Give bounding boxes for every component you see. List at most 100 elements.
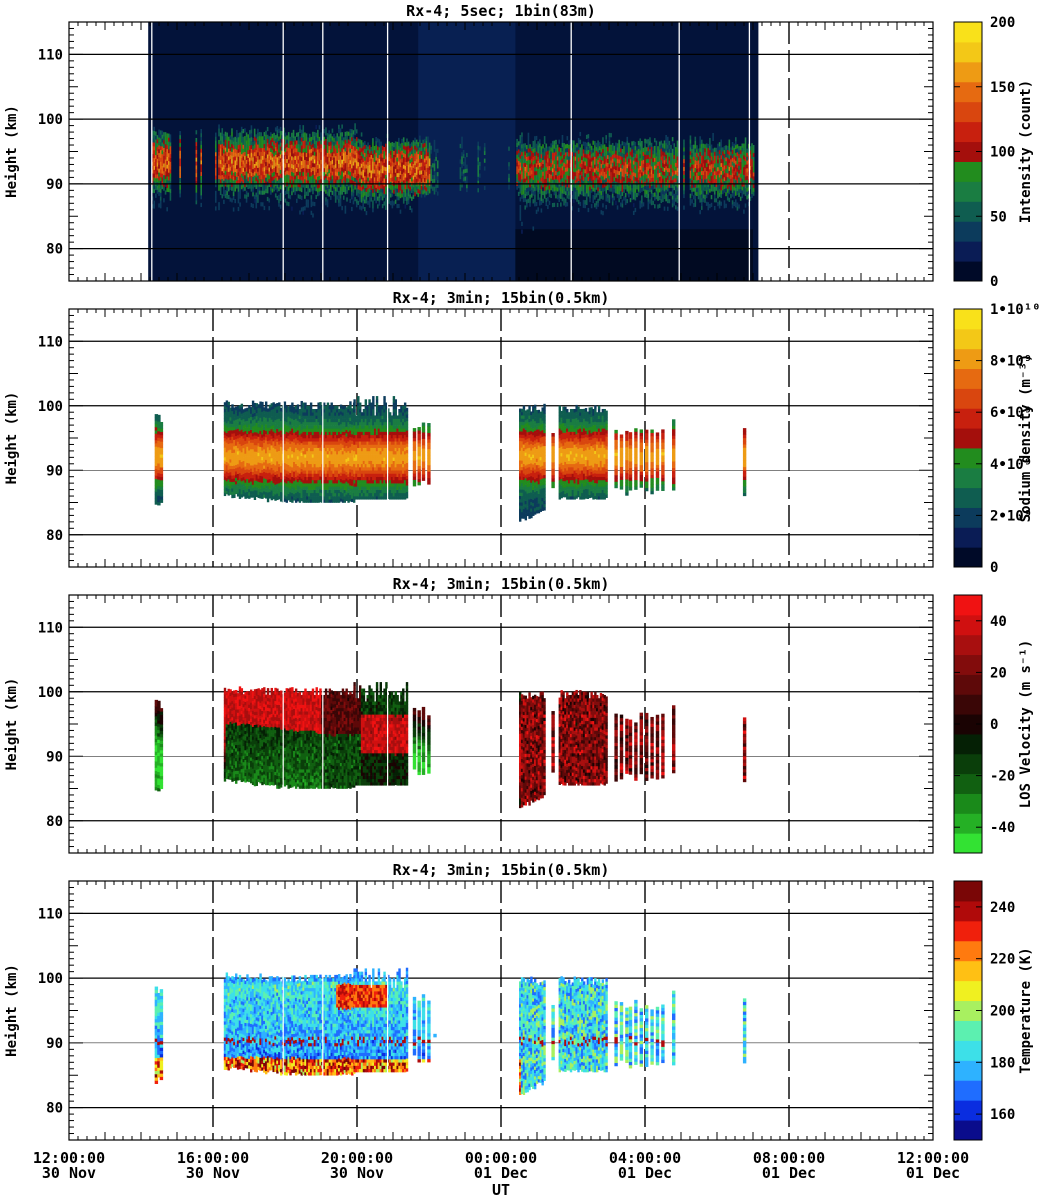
- intensity-streak: [571, 190, 573, 195]
- intensity-streak: [650, 158, 653, 163]
- intensity-streak: [720, 155, 723, 160]
- intensity-streak: [365, 152, 368, 157]
- intensity-streak: [696, 180, 698, 185]
- intensity-streak: [560, 175, 562, 180]
- intensity-streak: [629, 178, 632, 183]
- intensity-streak: [728, 170, 731, 175]
- intensity-streak: [516, 158, 518, 163]
- intensity-streak: [295, 167, 298, 172]
- intensity-streak: [547, 177, 549, 182]
- intensity-streak: [547, 150, 549, 155]
- intensity-streak: [389, 170, 392, 175]
- intensity-streak: [563, 185, 565, 191]
- intensity-streak: [158, 180, 160, 185]
- intensity-streak: [239, 179, 241, 184]
- intensity-streak: [738, 188, 740, 194]
- intensity-streak: [654, 184, 656, 189]
- intensity-streak: [689, 174, 692, 179]
- data-cell: [159, 444, 164, 449]
- intensity-streak: [276, 188, 279, 193]
- intensity-streak: [618, 194, 620, 199]
- intensity-streak: [555, 163, 557, 168]
- intensity-streak: [652, 165, 654, 170]
- intensity-streak: [720, 201, 723, 206]
- intensity-streak: [279, 138, 282, 143]
- intensity-streak: [728, 178, 731, 183]
- intensity-streak: [616, 205, 619, 210]
- intensity-streak: [153, 146, 156, 151]
- intensity-streak: [741, 159, 744, 164]
- data-cell: [159, 421, 164, 426]
- intensity-streak: [389, 150, 392, 155]
- intensity-streak: [582, 203, 585, 208]
- intensity-streak: [232, 149, 235, 154]
- intensity-streak: [214, 175, 217, 180]
- intensity-streak: [751, 189, 753, 195]
- intensity-streak: [372, 204, 374, 209]
- intensity-streak: [587, 180, 590, 185]
- intensity-streak: [615, 158, 617, 163]
- intensity-streak: [300, 164, 303, 169]
- colorbar-tick-label: 100: [990, 145, 1015, 161]
- intensity-streak: [534, 194, 536, 199]
- intensity-streak: [542, 171, 544, 176]
- intensity-streak: [252, 188, 254, 193]
- intensity-streak: [333, 164, 335, 170]
- intensity-streak: [631, 184, 633, 189]
- intensity-streak: [639, 173, 642, 178]
- intensity-streak: [694, 167, 697, 172]
- intensity-streak: [318, 160, 321, 165]
- intensity-streak: [713, 151, 716, 156]
- intensity-streak: [705, 151, 708, 156]
- intensity-streak: [631, 152, 633, 158]
- intensity-streak: [305, 203, 308, 208]
- intensity-streak: [595, 177, 598, 182]
- intensity-streak: [161, 150, 164, 155]
- intensity-streak: [709, 137, 711, 143]
- intensity-streak: [415, 186, 418, 191]
- intensity-streak: [610, 133, 612, 138]
- intensity-streak: [540, 157, 543, 163]
- intensity-streak: [668, 160, 671, 165]
- intensity-streak: [422, 174, 424, 179]
- intensity-streak: [227, 167, 230, 172]
- intensity-streak: [336, 195, 339, 200]
- intensity-streak: [295, 148, 298, 153]
- intensity-streak: [159, 180, 162, 186]
- intensity-streak: [320, 151, 322, 157]
- intensity-streak: [378, 143, 381, 148]
- intensity-streak: [380, 164, 382, 170]
- intensity-streak: [247, 142, 249, 147]
- intensity-streak: [399, 159, 402, 164]
- intensity-streak: [668, 191, 671, 196]
- intensity-streak: [573, 152, 575, 157]
- intensity-streak: [718, 204, 721, 209]
- data-cell: [229, 449, 232, 453]
- intensity-streak: [709, 176, 711, 181]
- intensity-streak: [247, 165, 249, 170]
- intensity-streak: [542, 198, 544, 203]
- intensity-streak: [354, 185, 356, 190]
- intensity-streak: [231, 167, 233, 172]
- intensity-streak: [401, 166, 403, 171]
- intensity-streak: [731, 180, 734, 186]
- intensity-streak: [278, 179, 280, 184]
- intensity-streak: [250, 136, 253, 142]
- intensity-streak: [598, 153, 601, 158]
- intensity-streak: [736, 175, 739, 180]
- intensity-streak: [584, 145, 586, 150]
- intensity-streak: [373, 177, 376, 182]
- intensity-streak: [540, 185, 543, 190]
- intensity-streak: [517, 149, 520, 154]
- intensity-streak: [616, 154, 619, 160]
- intensity-streak: [315, 187, 318, 192]
- intensity-streak: [611, 158, 614, 163]
- intensity-streak: [735, 172, 737, 177]
- intensity-streak: [357, 193, 360, 198]
- intensity-streak: [227, 187, 230, 192]
- intensity-streak: [564, 171, 567, 176]
- intensity-streak: [527, 171, 530, 176]
- intensity-streak: [411, 181, 413, 186]
- intensity-streak: [376, 161, 379, 166]
- intensity-streak: [671, 168, 674, 173]
